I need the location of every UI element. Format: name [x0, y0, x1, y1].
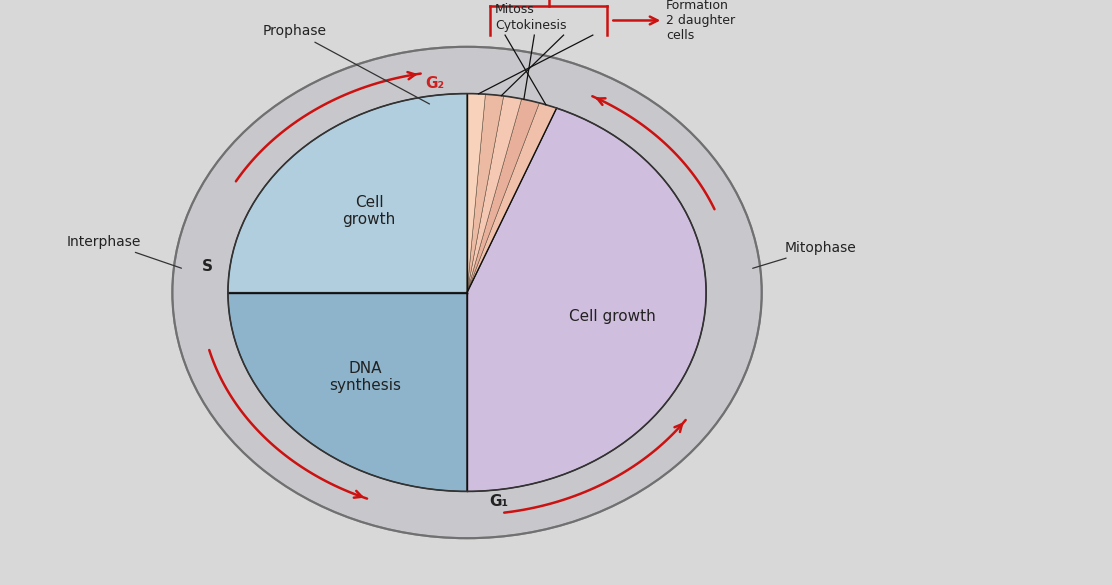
- Text: DNA
synthesis: DNA synthesis: [329, 361, 401, 393]
- Polygon shape: [467, 108, 706, 491]
- Text: G₂: G₂: [426, 76, 445, 91]
- Text: Cell
growth: Cell growth: [342, 195, 396, 227]
- Text: Cytokinesis: Cytokinesis: [495, 19, 567, 32]
- Text: Interphase: Interphase: [67, 235, 181, 268]
- Text: Mitophase: Mitophase: [753, 240, 857, 269]
- Polygon shape: [228, 94, 467, 292]
- Text: G₁: G₁: [489, 494, 508, 509]
- Ellipse shape: [172, 47, 762, 538]
- Polygon shape: [467, 99, 539, 292]
- Ellipse shape: [228, 94, 706, 491]
- Polygon shape: [467, 94, 504, 292]
- Text: Prophase: Prophase: [262, 24, 429, 104]
- Polygon shape: [228, 292, 467, 491]
- Polygon shape: [467, 103, 557, 292]
- Polygon shape: [467, 96, 522, 292]
- Text: S: S: [202, 259, 214, 274]
- Polygon shape: [467, 94, 485, 292]
- Text: Formation
2 daughter
cells: Formation 2 daughter cells: [613, 0, 735, 42]
- Text: Cell growth: Cell growth: [569, 308, 656, 324]
- Text: Mitoss: Mitoss: [495, 4, 535, 16]
